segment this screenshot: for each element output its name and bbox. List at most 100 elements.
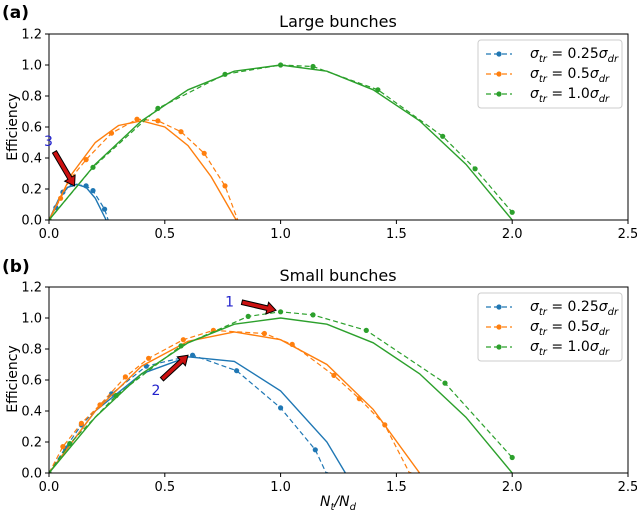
x-tick-label: 2.0 (502, 227, 523, 242)
y-tick-label: 1.2 (21, 28, 42, 43)
x-tick-label: 0.5 (154, 480, 175, 495)
data-point (310, 63, 316, 70)
panel-b-xlabel: Nt/Nd (320, 494, 357, 513)
panel-b-title: Small bunches (279, 266, 396, 285)
data-point (178, 343, 184, 349)
plot-area (49, 62, 515, 220)
panel-label-a: (a) (2, 3, 29, 23)
legend-swatch-marker (496, 344, 502, 350)
data-line-2 (49, 64, 513, 220)
data-point (509, 209, 515, 215)
data-point (278, 405, 284, 411)
x-tick-label: 2.5 (618, 227, 637, 242)
panel-a: Large bunches Efficiency 0.0 0.5 1.0 1.5 2.0… (5, 12, 637, 242)
fit-curve-0 (49, 356, 347, 473)
fit-curve-1 (49, 120, 238, 220)
x-tick-label: 0.0 (39, 480, 60, 495)
data-point (155, 118, 161, 124)
data-point (234, 368, 240, 374)
x-tick-label: 2.0 (502, 480, 523, 495)
data-point (442, 380, 448, 386)
y-tick-label: 1.2 (21, 281, 42, 296)
legend-entry: σtr = 0.5σdr (530, 66, 610, 85)
annotation-arrow-1 (240, 299, 277, 315)
fit-curve-2 (49, 64, 513, 220)
x-tick-label: 0.5 (154, 227, 175, 242)
x-tick-label: 1.5 (386, 227, 407, 242)
data-point (472, 166, 478, 172)
data-point (440, 133, 446, 139)
data-point (509, 454, 515, 461)
legend-box (477, 292, 623, 362)
plot-area (49, 309, 515, 473)
data-point (190, 352, 196, 358)
legend-swatch-marker (496, 71, 502, 77)
data-point (83, 157, 89, 163)
data-line-1 (49, 329, 411, 473)
y-tick-label: 0.0 (21, 214, 42, 229)
data-line-1 (49, 118, 239, 220)
legend-swatch-marker (496, 304, 502, 310)
data-point (108, 130, 115, 136)
legend-box (477, 39, 623, 109)
data-line-0 (49, 354, 327, 473)
data-point (331, 372, 337, 378)
annotation-arrow-3 (51, 150, 76, 187)
data-point (375, 87, 381, 93)
y-tick-label: 1.0 (21, 59, 42, 74)
data-point (49, 470, 52, 473)
y-tick-label: 0.2 (21, 436, 42, 451)
panel-a-title: Large bunches (279, 12, 397, 31)
fit-curve-1 (49, 331, 421, 473)
data-point (363, 327, 369, 333)
data-point (178, 129, 184, 135)
legend-entry: σtr = 0.25σdr (530, 46, 619, 65)
x-tick-label: 1.0 (270, 227, 291, 242)
panel-b-ylabel: Efficiency (5, 345, 21, 412)
panel-a-axes-frame (48, 33, 629, 221)
data-point (58, 195, 64, 201)
y-tick-label: 0.8 (21, 343, 42, 358)
data-point (146, 355, 152, 361)
y-tick-label: 0.4 (21, 152, 42, 167)
annotation-label-3: 3 (44, 134, 53, 150)
data-point (102, 206, 108, 212)
data-point (83, 183, 89, 189)
y-tick-label: 0.2 (21, 183, 42, 198)
x-tick-label: 1.0 (270, 480, 291, 495)
panel-a-ylabel: Efficiency (5, 93, 21, 160)
data-point (289, 341, 295, 347)
legend-swatch-marker (496, 91, 502, 97)
y-tick-label: 0.8 (21, 90, 42, 105)
legend-entry: σtr = 1.0σdr (530, 339, 610, 358)
data-point (222, 183, 228, 189)
data-line-2 (49, 311, 513, 473)
data-point (356, 396, 362, 402)
legend-entry: σtr = 0.5σdr (530, 319, 610, 338)
data-point (90, 164, 96, 170)
panel-b-axes-frame (48, 286, 629, 474)
panel-label-b: (b) (2, 257, 30, 277)
data-point (60, 444, 66, 450)
y-tick-label: 0.0 (21, 467, 42, 482)
data-point (180, 337, 186, 343)
annotation-label-1: 1 (225, 294, 234, 310)
y-tick-label: 1.0 (21, 312, 42, 327)
data-point (245, 313, 251, 319)
data-point (382, 422, 388, 428)
data-point (78, 420, 84, 426)
x-tick-label: 0.0 (39, 227, 60, 242)
y-tick-label: 0.6 (21, 374, 42, 389)
data-point (122, 374, 128, 380)
data-point (261, 330, 267, 337)
legend-entry: σtr = 0.25σdr (530, 299, 619, 318)
x-tick-label: 1.5 (386, 480, 407, 495)
data-point (67, 441, 73, 447)
data-point (155, 105, 161, 111)
data-point (49, 217, 52, 220)
data-point (108, 391, 115, 397)
data-point (278, 309, 284, 315)
